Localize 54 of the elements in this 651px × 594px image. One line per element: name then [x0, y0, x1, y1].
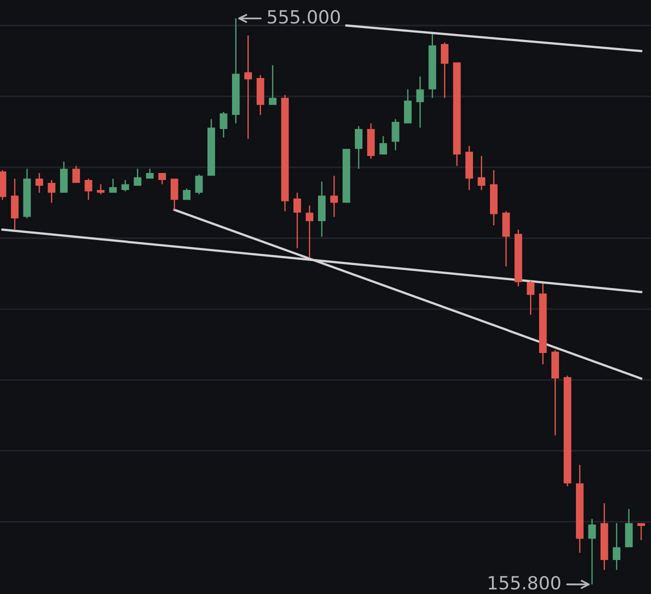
candlestick: [392, 119, 400, 150]
candlestick: [207, 119, 216, 176]
candlestick: [490, 170, 498, 226]
candlestick: [220, 112, 228, 138]
candlestick: [96, 184, 105, 194]
candlestick: [465, 146, 474, 190]
candlestick: [416, 76, 424, 128]
candlestick: [342, 148, 350, 203]
candlestick: [170, 178, 178, 210]
candlestick: [330, 176, 338, 217]
candlestick: [612, 523, 620, 570]
candlestick: [428, 34, 436, 98]
candlestick: [354, 126, 362, 169]
candlestick: [256, 75, 264, 115]
candlestick: [23, 168, 31, 218]
candlestick: [182, 188, 191, 200]
candlestick: [379, 136, 388, 155]
candlestick: [48, 180, 56, 203]
candlestick: [576, 464, 584, 553]
annotation: 555.000: [268, 10, 340, 24]
candlestick: [0, 170, 6, 200]
candlestick: [134, 168, 142, 186]
candlestick: [478, 156, 486, 190]
candlestick: [306, 206, 314, 258]
candlestick: [36, 172, 44, 193]
candlestick: [600, 503, 608, 570]
candlestick: [637, 523, 645, 540]
candlestick: [564, 376, 572, 486]
candlestick: [318, 181, 326, 237]
candlestick: [514, 230, 522, 286]
candlestick: [121, 180, 130, 192]
candlestick: [588, 518, 596, 584]
candlestick: [367, 123, 375, 159]
candlestick: [551, 350, 559, 436]
candlestick: [146, 168, 154, 179]
candlestick: [453, 62, 461, 166]
candlestick: [539, 284, 547, 364]
candlestick: [293, 192, 302, 248]
candlestick: [232, 18, 240, 124]
candlestick: [109, 178, 117, 193]
candlestick: [60, 162, 68, 193]
candlestick: [72, 166, 80, 183]
candlestick: [502, 211, 510, 267]
candlestick: [195, 174, 203, 194]
candlestick: [440, 42, 448, 98]
candlestick: [404, 89, 412, 124]
candlestick: [281, 94, 289, 212]
candlestick: [84, 178, 92, 200]
candlestick: [625, 508, 633, 548]
annotation: 155.800: [488, 576, 560, 590]
candlestick: [526, 280, 534, 315]
candlestick: [268, 65, 276, 105]
candlestick: [10, 178, 19, 230]
candlestick: [158, 172, 166, 184]
